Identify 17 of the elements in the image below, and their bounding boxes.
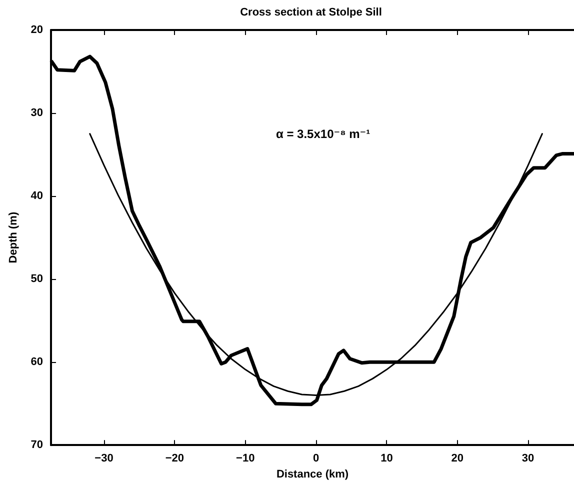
x-tick-label: 20	[451, 452, 464, 465]
x-tick-label: −10	[236, 452, 255, 465]
y-tick-label: 60	[30, 356, 43, 368]
x-tick-label: −30	[94, 452, 114, 465]
x-axis-title: Distance (km)	[276, 468, 349, 480]
annotation: α = 3.5x10⁻⁸ m⁻¹	[276, 127, 370, 141]
chart-title: Cross section at Stolpe Sill	[240, 6, 382, 18]
y-tick-label: 70	[30, 439, 43, 452]
y-axis-title: Depth (m)	[8, 212, 20, 264]
x-tick-label: 0	[312, 452, 320, 465]
y-tick-label: 20	[30, 24, 43, 36]
y-tick-label: 40	[30, 190, 43, 202]
y-tick-label: 50	[30, 273, 43, 286]
x-tick-label: 30	[522, 452, 534, 465]
x-tick-label: 10	[380, 452, 393, 465]
x-tick-label: −20	[165, 452, 184, 465]
y-tick-label: 30	[30, 107, 43, 120]
